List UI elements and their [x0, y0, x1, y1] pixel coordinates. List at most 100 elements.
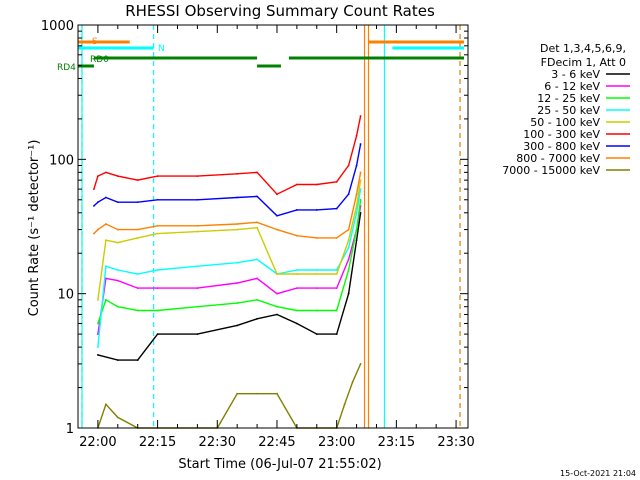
flag-label: N: [158, 44, 165, 54]
legend-header-line: FDecim 1, Att 0: [541, 56, 626, 69]
data-point: [104, 298, 107, 301]
data-point: [315, 309, 318, 312]
data-point: [196, 224, 199, 227]
data-point: [295, 287, 298, 290]
data-point: [347, 258, 350, 261]
data-point: [295, 209, 298, 211]
data-point: [104, 265, 107, 268]
data-point: [256, 317, 258, 320]
data-point: [295, 234, 298, 237]
data-point: [156, 333, 159, 336]
series-line: [93, 115, 362, 196]
data-point: [136, 237, 139, 239]
data-point: [116, 359, 119, 362]
data-point: [93, 188, 95, 191]
y-tick-label: 1000: [41, 19, 74, 34]
legend-label: 800 - 7000 keV: [516, 152, 600, 165]
legend-label: 3 - 6 keV: [551, 68, 600, 81]
legend-header-line: Det 1,3,4,5,6,9,: [540, 42, 626, 55]
data-point: [156, 224, 159, 227]
data-point: [104, 171, 107, 174]
x-tick-label: 22:45: [258, 435, 295, 450]
data-point: [96, 201, 99, 204]
chart-title: RHESSI Observing Summary Count Rates: [125, 2, 435, 20]
data-point: [315, 287, 318, 290]
data-point: [347, 292, 350, 295]
data-point: [359, 198, 362, 201]
legend-label: 300 - 800 keV: [523, 140, 600, 153]
x-tick-label: 22:00: [79, 435, 116, 450]
data-point: [359, 115, 362, 117]
data-point: [96, 346, 99, 349]
flag-label: RD0: [90, 55, 109, 65]
legend-label: 12 - 25 keV: [537, 92, 600, 105]
data-point: [236, 196, 239, 199]
data-point: [136, 359, 139, 362]
data-point: [236, 223, 239, 225]
legend-label: 50 - 100 keV: [530, 116, 600, 129]
footer-timestamp: 15-Oct-2021 21:04: [560, 469, 636, 478]
x-tick-label: 23:15: [378, 435, 415, 450]
x-axis-label: Start Time (06-Jul-07 21:55:02): [178, 457, 381, 472]
data-point: [96, 175, 99, 178]
data-point: [236, 324, 239, 327]
data-point: [116, 241, 119, 244]
data-point: [295, 269, 298, 271]
data-point: [236, 282, 239, 284]
data-point: [136, 228, 139, 231]
data-point: [96, 354, 99, 356]
data-point: [256, 171, 258, 174]
data-point: [335, 333, 338, 336]
data-point: [315, 237, 318, 239]
data-point: [355, 205, 358, 207]
x-tick-label: 22:30: [199, 435, 236, 450]
data-point: [196, 305, 199, 308]
data-point: [347, 239, 350, 242]
data-point: [136, 273, 139, 275]
data-point: [315, 183, 318, 186]
data-point: [335, 180, 338, 183]
data-point: [196, 265, 199, 268]
data-point: [335, 309, 338, 312]
data-point: [96, 333, 99, 336]
data-point: [116, 269, 119, 271]
data-point: [104, 196, 107, 199]
data-point: [136, 179, 139, 182]
data-point: [236, 228, 239, 231]
data-point: [295, 273, 298, 275]
data-point: [256, 226, 258, 229]
data-point: [335, 237, 338, 239]
data-point: [359, 188, 362, 191]
data-point: [196, 230, 199, 233]
data-point: [116, 279, 119, 282]
data-point: [343, 403, 346, 406]
y-tick-label: 1: [66, 422, 74, 437]
data-point: [236, 392, 239, 395]
flag-label: S: [92, 37, 98, 47]
data-point: [116, 175, 119, 178]
data-point: [295, 183, 298, 186]
data-point: [196, 287, 199, 290]
data-point: [96, 228, 99, 231]
data-point: [295, 322, 298, 325]
data-point: [256, 298, 258, 301]
data-point: [236, 172, 239, 175]
data-point: [104, 403, 107, 406]
data-point: [136, 201, 139, 204]
data-point: [156, 175, 159, 178]
data-point: [156, 309, 159, 312]
data-point: [104, 223, 107, 225]
data-point: [196, 175, 199, 178]
legend-label: 25 - 50 keV: [537, 104, 600, 117]
flag-label: RD4: [57, 63, 76, 73]
series-line: [97, 212, 362, 361]
data-point: [96, 322, 99, 325]
data-point: [116, 416, 119, 419]
data-point: [276, 305, 278, 308]
data-point: [315, 269, 318, 271]
data-point: [347, 164, 350, 167]
data-point: [116, 228, 119, 231]
data-point: [276, 392, 278, 395]
